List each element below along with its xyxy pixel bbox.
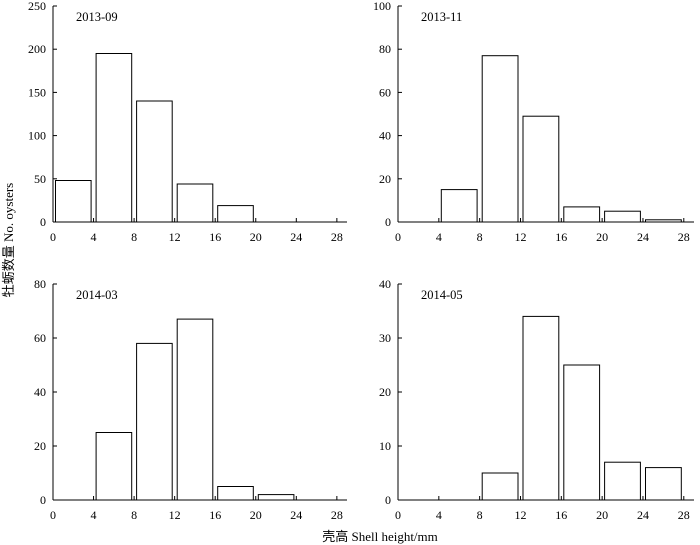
y-tick-label: 40 bbox=[379, 277, 391, 291]
bar-12-16 bbox=[522, 315, 560, 501]
panel-title: 2013-09 bbox=[76, 10, 118, 24]
bar-20-24 bbox=[257, 494, 295, 501]
x-tick-label: 12 bbox=[169, 508, 181, 522]
bar-8-12 bbox=[481, 55, 519, 223]
x-tick-label: 4 bbox=[436, 230, 442, 244]
x-tick-label: 24 bbox=[290, 508, 302, 522]
x-tick-label: 28 bbox=[678, 508, 690, 522]
x-tick-label: 4 bbox=[91, 508, 97, 522]
x-tick-label: 16 bbox=[555, 508, 567, 522]
y-tick-label: 100 bbox=[373, 0, 391, 13]
bar-8-12 bbox=[136, 342, 173, 501]
bar-20-24 bbox=[604, 210, 641, 223]
x-tick-label: 12 bbox=[514, 508, 526, 522]
x-tick-label: 8 bbox=[477, 230, 483, 244]
y-tick-label: 100 bbox=[28, 129, 46, 143]
x-tick-label: 20 bbox=[250, 508, 262, 522]
bar-4-8 bbox=[95, 53, 133, 223]
x-tick-label: 28 bbox=[331, 230, 343, 244]
panel-title: 2014-05 bbox=[421, 288, 463, 302]
x-tick-label: 20 bbox=[250, 230, 262, 244]
x-tick-label: 24 bbox=[637, 230, 649, 244]
bar-4-8 bbox=[95, 432, 133, 501]
y-tick-label: 20 bbox=[379, 172, 391, 186]
y-tick-label: 250 bbox=[28, 0, 46, 13]
x-tick-label: 12 bbox=[514, 230, 526, 244]
y-tick-label: 30 bbox=[379, 331, 391, 345]
bar-16-20 bbox=[563, 206, 601, 223]
y-tick-label: 20 bbox=[379, 385, 391, 399]
y-axis-title: 牡蛎数量 No. oysters bbox=[1, 183, 16, 297]
bar-4-8 bbox=[440, 189, 478, 223]
y-tick-label: 80 bbox=[34, 277, 46, 291]
x-tick-label: 4 bbox=[436, 508, 442, 522]
histogram-panel-4: 0 10 20 30 40 0 4 8 12 16 20 24 28 2014-05 bbox=[379, 277, 694, 522]
x-tick-label: 0 bbox=[395, 508, 401, 522]
y-tick-label: 60 bbox=[379, 85, 391, 99]
x-tick-label: 0 bbox=[395, 230, 401, 244]
histogram-panel-2: 0 20 40 60 80 100 0 4 8 12 16 20 24 28 2013-11 bbox=[373, 0, 694, 244]
x-tick-label: 8 bbox=[131, 508, 137, 522]
bar-20-24 bbox=[604, 461, 641, 501]
y-tick-label: 0 bbox=[40, 493, 46, 507]
histogram-panel-3: 0 20 40 60 80 0 4 8 12 16 20 24 28 2014-03 bbox=[34, 277, 347, 522]
bar-24-28 bbox=[645, 467, 682, 501]
y-tick-label: 40 bbox=[379, 129, 391, 143]
x-tick-label: 28 bbox=[331, 508, 343, 522]
x-tick-label: 4 bbox=[91, 230, 97, 244]
bar-8-12 bbox=[136, 100, 173, 223]
x-tick-label: 16 bbox=[209, 508, 221, 522]
panel-title: 2013-11 bbox=[421, 10, 462, 24]
y-tick-label: 150 bbox=[28, 85, 46, 99]
x-tick-label: 20 bbox=[596, 508, 608, 522]
bar-16-20 bbox=[217, 486, 254, 501]
y-tick-label: 10 bbox=[379, 439, 391, 453]
bar-8-12 bbox=[481, 472, 519, 501]
bar-12-16 bbox=[176, 318, 214, 501]
bar-12-16 bbox=[176, 183, 214, 223]
x-tick-label: 12 bbox=[169, 230, 181, 244]
x-tick-label: 20 bbox=[596, 230, 608, 244]
bar-12-16 bbox=[522, 115, 560, 223]
y-tick-label: 60 bbox=[34, 331, 46, 345]
histogram-panel-1: 0 50 100 150 200 250 0 4 8 12 16 20 24 28 2013-09 bbox=[28, 0, 347, 244]
x-tick-label: 24 bbox=[290, 230, 302, 244]
x-tick-label: 16 bbox=[209, 230, 221, 244]
x-tick-label: 28 bbox=[678, 230, 690, 244]
y-tick-label: 0 bbox=[385, 493, 391, 507]
panel-title: 2014-03 bbox=[76, 288, 118, 302]
x-axis-title: 壳高 Shell height/mm bbox=[322, 529, 438, 544]
y-tick-label: 20 bbox=[34, 439, 46, 453]
y-tick-label: 0 bbox=[40, 215, 46, 229]
y-tick-label: 80 bbox=[379, 42, 391, 56]
x-tick-label: 8 bbox=[131, 230, 137, 244]
y-tick-label: 40 bbox=[34, 385, 46, 399]
bar-16-20 bbox=[217, 205, 254, 223]
bar-16-20 bbox=[563, 364, 601, 501]
x-tick-label: 0 bbox=[50, 230, 56, 244]
x-tick-label: 16 bbox=[555, 230, 567, 244]
bar-0-4 bbox=[55, 180, 92, 223]
y-tick-label: 50 bbox=[34, 172, 46, 186]
x-tick-label: 0 bbox=[50, 508, 56, 522]
x-tick-label: 8 bbox=[477, 508, 483, 522]
y-tick-label: 200 bbox=[28, 42, 46, 56]
y-tick-label: 0 bbox=[385, 215, 391, 229]
x-tick-label: 24 bbox=[637, 508, 649, 522]
